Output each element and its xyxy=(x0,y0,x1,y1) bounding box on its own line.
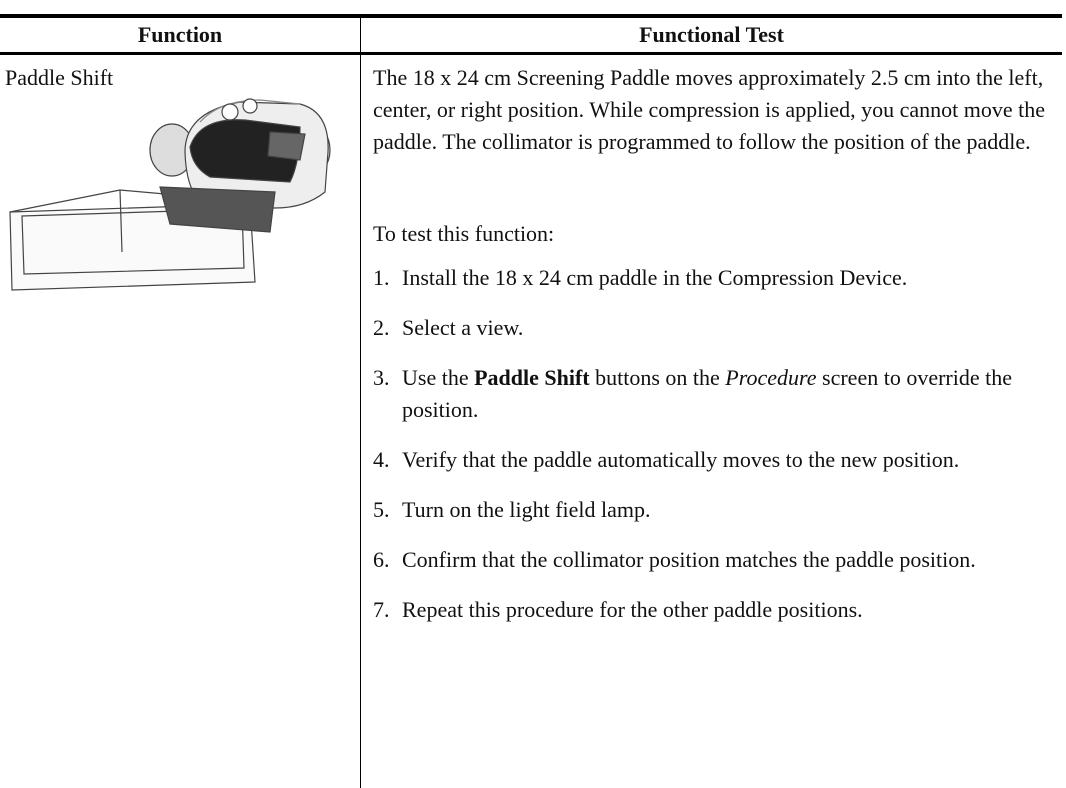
step-number: 4. xyxy=(373,447,390,472)
step: 3. Use the Paddle Shift buttons on the Pr… xyxy=(373,362,1058,426)
table-header: Function Functional Test xyxy=(0,14,1062,55)
step: 7. Repeat this procedure for the other pa… xyxy=(373,594,1058,626)
step-number: 2. xyxy=(373,315,390,340)
step-list: 1. Install the 18 x 24 cm paddle in the C… xyxy=(373,262,1058,626)
step-number: 5. xyxy=(373,497,390,522)
step-text-part: Select a view. xyxy=(402,315,524,340)
step-text: Install the 18 x 24 cm paddle in the Com… xyxy=(402,262,907,294)
step-text: Select a view. xyxy=(402,312,523,344)
intro: To test this function: xyxy=(373,221,555,246)
step-text: Turn on the light field lamp. xyxy=(402,494,651,526)
step-text-part: Paddle Shift xyxy=(474,365,590,390)
step: 5. Turn on the light field lamp. xyxy=(373,494,1058,526)
step-text-part: Verify that the paddle automatically mov… xyxy=(402,447,960,472)
step-text: Repeat this procedure for the other padd… xyxy=(402,594,863,626)
function-name: Paddle Shift xyxy=(5,65,114,90)
column-divider xyxy=(360,18,361,788)
step-text: Verify that the paddle automatically mov… xyxy=(402,444,959,476)
step-text-part: Use the xyxy=(402,365,475,390)
step-text-part: screen to override the position. xyxy=(402,365,1012,422)
step-text-part: Install the 18 x 24 cm paddle in the Com… xyxy=(402,265,908,290)
paddle-illustration xyxy=(9,98,331,291)
header-cell: Functional Test xyxy=(639,22,784,47)
step-text-part: Repeat this procedure for the other padd… xyxy=(402,597,863,622)
step: 1. Install the 18 x 24 cm paddle in the C… xyxy=(373,262,1058,294)
step-number: 1. xyxy=(373,265,390,290)
step: 6. Confirm that the collimator position m… xyxy=(373,544,1058,576)
step-text-part: buttons on the xyxy=(589,365,726,390)
description: The 18 x 24 cm Screening Paddle moves ap… xyxy=(373,65,1046,154)
step-text-part: Confirm that the collimator position mat… xyxy=(402,547,976,572)
step-text-part: Procedure xyxy=(725,365,817,390)
functional-test: The 18 x 24 cm Screening Paddle moves ap… xyxy=(373,62,1058,626)
step-number: 6. xyxy=(373,547,390,572)
header-cell: Function xyxy=(137,22,223,47)
step-text: Confirm that the collimator position mat… xyxy=(402,544,976,576)
step-number: 3. xyxy=(373,365,390,390)
step-number: 7. xyxy=(373,597,390,622)
step: 2. Select a view. xyxy=(373,312,1058,344)
step-text-part: Turn on the light field lamp. xyxy=(402,497,651,522)
step-text: Use the Paddle Shift buttons on the Proc… xyxy=(402,362,1058,426)
step: 4. Verify that the paddle automatically m… xyxy=(373,444,1058,476)
